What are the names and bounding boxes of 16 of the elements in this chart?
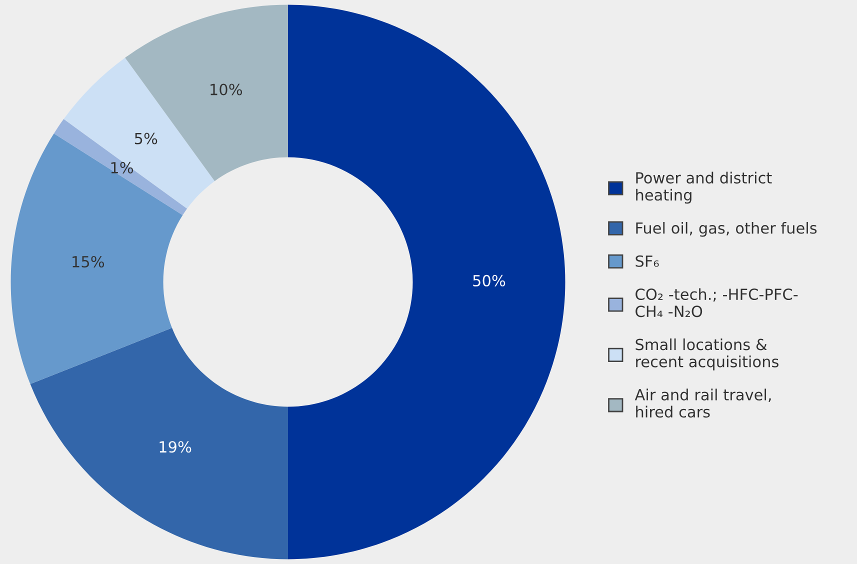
data-label: 50% <box>473 274 506 286</box>
data-label: 1% <box>111 162 134 174</box>
donut-slice <box>288 4 566 560</box>
data-label: 19% <box>160 441 192 453</box>
donut-slice <box>54 119 188 216</box>
donut-slice <box>10 133 183 384</box>
legend-label: CO₂ -tech.; -HFC-PFC- CH₄ -N₂O <box>636 288 798 318</box>
data-label: 15% <box>72 256 104 268</box>
donut-slice <box>30 328 288 560</box>
legend-label: SF₆ <box>636 255 659 267</box>
data-label: 10% <box>210 84 242 96</box>
legend-label: Air and rail travel, hired cars <box>634 388 771 418</box>
legend-label: Small locations & recent acquisitions <box>636 338 778 370</box>
legend-label: Power and district heating <box>636 172 772 204</box>
legend-label: Fuel oil, gas, other fuels <box>636 222 817 237</box>
data-label: 5% <box>134 132 158 144</box>
